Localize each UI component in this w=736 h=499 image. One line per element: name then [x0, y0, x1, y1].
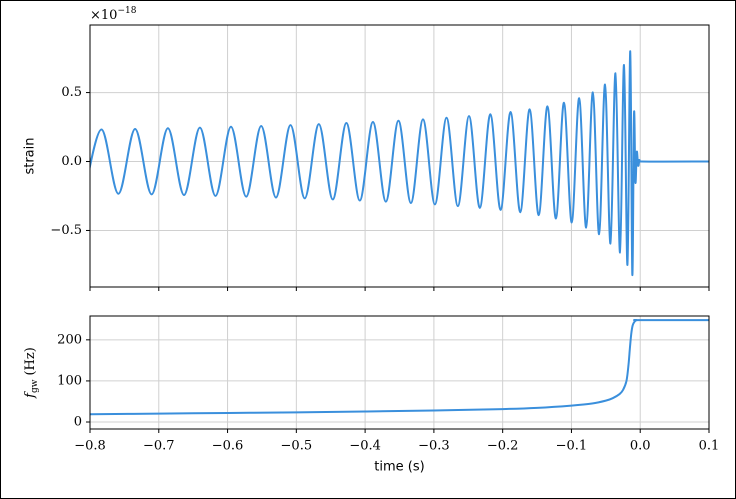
- y-tick-label: 200: [57, 332, 82, 347]
- x-tick-label: −0.3: [418, 439, 450, 454]
- axes-frame: [89, 315, 710, 430]
- x-tick-label: −0.2: [487, 439, 519, 454]
- x-tick-label: −0.4: [349, 439, 381, 454]
- y-label-symbol: f: [23, 391, 38, 399]
- x-tick-label: −0.1: [556, 439, 588, 454]
- y-multiplier-base: ×10: [90, 8, 117, 23]
- y-axis-label: fgw (Hz): [23, 347, 40, 399]
- x-tick-label: 0.0: [630, 439, 651, 454]
- series-line: [90, 319, 709, 416]
- x-tick-label: −0.5: [281, 439, 313, 454]
- x-tick-label: −0.8: [74, 439, 106, 454]
- y-multiplier: ×10−18: [90, 6, 137, 23]
- y-axis-label: strain: [23, 137, 38, 174]
- x-tick-label: 0.1: [699, 439, 720, 454]
- y-tick-label: 100: [57, 373, 82, 388]
- y-tick-label: −0.5: [50, 223, 82, 238]
- y-label-subscript: gw: [30, 379, 40, 393]
- series-line: [90, 50, 709, 276]
- y-tick-label: 0.5: [61, 85, 82, 100]
- y-tick-label: 0: [74, 415, 82, 430]
- x-tick-label: −0.7: [143, 439, 175, 454]
- axes-frame: [89, 24, 710, 288]
- x-tick-label: −0.6: [212, 439, 244, 454]
- y-label-unit: (Hz): [23, 347, 38, 375]
- x-axis-label: time (s): [374, 460, 424, 475]
- y-tick-label: 0.0: [61, 154, 82, 169]
- y-multiplier-exponent: −18: [117, 6, 136, 16]
